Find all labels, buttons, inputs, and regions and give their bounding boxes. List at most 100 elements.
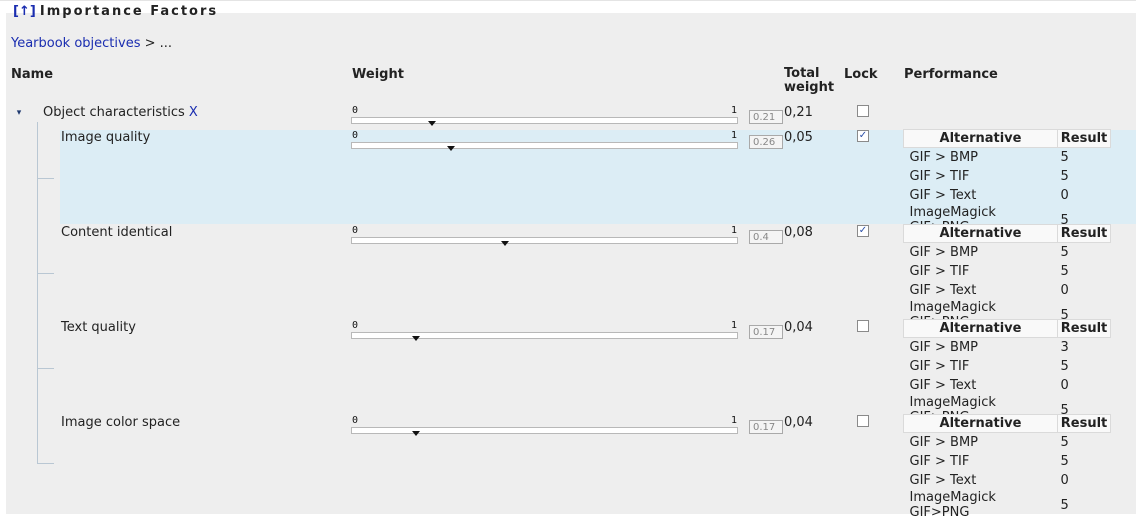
perf-alternative: GIF > TIF: [909, 359, 970, 374]
table-row: GIF > TIF 5: [904, 452, 1111, 471]
row-name: Image color space: [61, 415, 181, 430]
up-link[interactable]: [↑]: [13, 4, 36, 19]
perf-result: 5: [1060, 497, 1069, 513]
column-header-total-line1: Total: [784, 66, 820, 81]
perf-result: 5: [1060, 245, 1069, 260]
slider-thumb[interactable]: [501, 241, 509, 246]
perf-result: 5: [1060, 454, 1069, 469]
perf-alternative: GIF > BMP: [909, 150, 979, 165]
breadcrumb: Yearbook objectives > ...: [11, 36, 172, 51]
slider-track[interactable]: [351, 427, 738, 434]
weight-value-box: 0.26: [749, 135, 783, 149]
table-row: GIF > BMP 5: [904, 148, 1111, 168]
performance-header-row: Alternative Result: [903, 319, 1111, 338]
table-row: GIF > BMP 5: [904, 243, 1111, 263]
slider-max-label: 1: [730, 415, 737, 426]
lock-checkbox[interactable]: [857, 415, 869, 427]
column-header-performance: Performance: [904, 67, 998, 82]
lock-checkbox-checked[interactable]: ✓: [857, 130, 869, 142]
row-name: Content identical: [61, 225, 173, 240]
weight-value-box: 0.17: [749, 325, 783, 339]
slider-thumb[interactable]: [427, 121, 436, 126]
perf-alternative: GIF > TIF: [909, 264, 970, 279]
tree-connector: [37, 273, 54, 274]
slider-min-label: 0: [352, 130, 359, 141]
column-header-total-weight: Total weight: [784, 67, 834, 95]
remove-link[interactable]: X: [188, 105, 198, 120]
slider-track[interactable]: [351, 237, 738, 244]
column-header-lock: Lock: [844, 67, 878, 82]
total-weight: 0,08: [784, 225, 813, 240]
header-bar: [6, 3, 1136, 13]
table-row: GIF > BMP 3: [904, 338, 1111, 358]
lock-checkbox[interactable]: [857, 320, 869, 332]
tree-line: [37, 122, 38, 464]
performance-table: Alternative Result GIF > BMP 3 GIF > TIF 5 GIF…: [903, 319, 1111, 425]
perf-alternative: GIF > BMP: [909, 435, 979, 450]
table-row: GIF > TIF 5: [904, 357, 1111, 376]
lock-checkbox[interactable]: [857, 105, 869, 117]
slider-track[interactable]: [351, 142, 738, 149]
perf-result: 0: [1060, 473, 1069, 488]
table-row: GIF > Text 0: [904, 186, 1111, 205]
slider-thumb[interactable]: [447, 146, 456, 151]
slider-max-label: 1: [730, 225, 737, 236]
slider-thumb[interactable]: [412, 336, 421, 341]
row-name-object-characteristics: Object characteristics X: [43, 105, 198, 120]
lock-checkbox-checked[interactable]: ✓: [857, 225, 869, 237]
performance-header-row: Alternative Result: [903, 414, 1111, 433]
slider-track[interactable]: [351, 332, 738, 339]
perf-result: 5: [1060, 402, 1069, 418]
table-row: GIF > Text 0: [904, 471, 1111, 490]
panel-title: Importance Factors: [39, 4, 219, 19]
breadcrumb-rest: > ...: [140, 36, 173, 51]
table-row: ImageMagick GIF>PNG 5: [904, 490, 1111, 520]
perf-header-result: Result: [1057, 224, 1111, 243]
perf-result: 5: [1060, 212, 1069, 228]
perf-result: 3: [1060, 340, 1069, 355]
table-row: GIF > TIF 5: [904, 167, 1111, 186]
weight-value-box: 0.21: [749, 110, 783, 124]
breadcrumb-link-yearbook[interactable]: Yearbook objectives: [11, 36, 141, 51]
collapse-triangle-icon[interactable]: ▾: [16, 108, 22, 118]
perf-result: 5: [1060, 359, 1069, 374]
slider-min-label: 0: [352, 320, 359, 331]
perf-result: 5: [1060, 150, 1069, 165]
weight-value-box: 0.17: [749, 420, 783, 434]
slider-max-label: 1: [730, 320, 737, 331]
tree-connector: [37, 368, 54, 369]
total-weight: 0,04: [784, 320, 813, 335]
perf-header-alternative: Alternative: [903, 319, 1058, 338]
performance-header-row: Alternative Result: [903, 129, 1111, 148]
column-header-name: Name: [11, 67, 54, 82]
slider-track[interactable]: [351, 117, 738, 124]
weight-value-box: 0.4: [749, 230, 783, 244]
perf-header-alternative: Alternative: [903, 129, 1058, 148]
total-weight: 0,04: [784, 415, 813, 430]
total-weight: 0,21: [784, 105, 813, 120]
slider-thumb[interactable]: [412, 431, 421, 436]
perf-result: 5: [1060, 169, 1069, 184]
perf-result: 5: [1060, 435, 1069, 450]
weight-slider[interactable]: 0 1: [351, 105, 738, 135]
column-header-total-line2: weight: [784, 80, 835, 95]
row-name: Text quality: [61, 320, 136, 335]
row-label: Object characteristics: [43, 105, 185, 120]
perf-alternative: GIF > Text: [909, 378, 977, 393]
perf-result: 5: [1060, 307, 1069, 323]
performance-table: Alternative Result GIF > BMP 5 GIF > TIF 5 GIF…: [903, 414, 1111, 520]
slider-min-label: 0: [352, 105, 359, 116]
perf-alternative: GIF > Text: [909, 188, 977, 203]
table-row: GIF > TIF 5: [904, 262, 1111, 281]
perf-header-result: Result: [1057, 414, 1111, 433]
table-row: GIF > BMP 5: [904, 433, 1111, 453]
tree-connector: [37, 178, 54, 179]
slider-max-label: 1: [730, 105, 737, 116]
performance-header-row: Alternative Result: [903, 224, 1111, 243]
panel-header: [↑] Importance Factors: [13, 4, 218, 19]
total-weight: 0,05: [784, 130, 813, 145]
